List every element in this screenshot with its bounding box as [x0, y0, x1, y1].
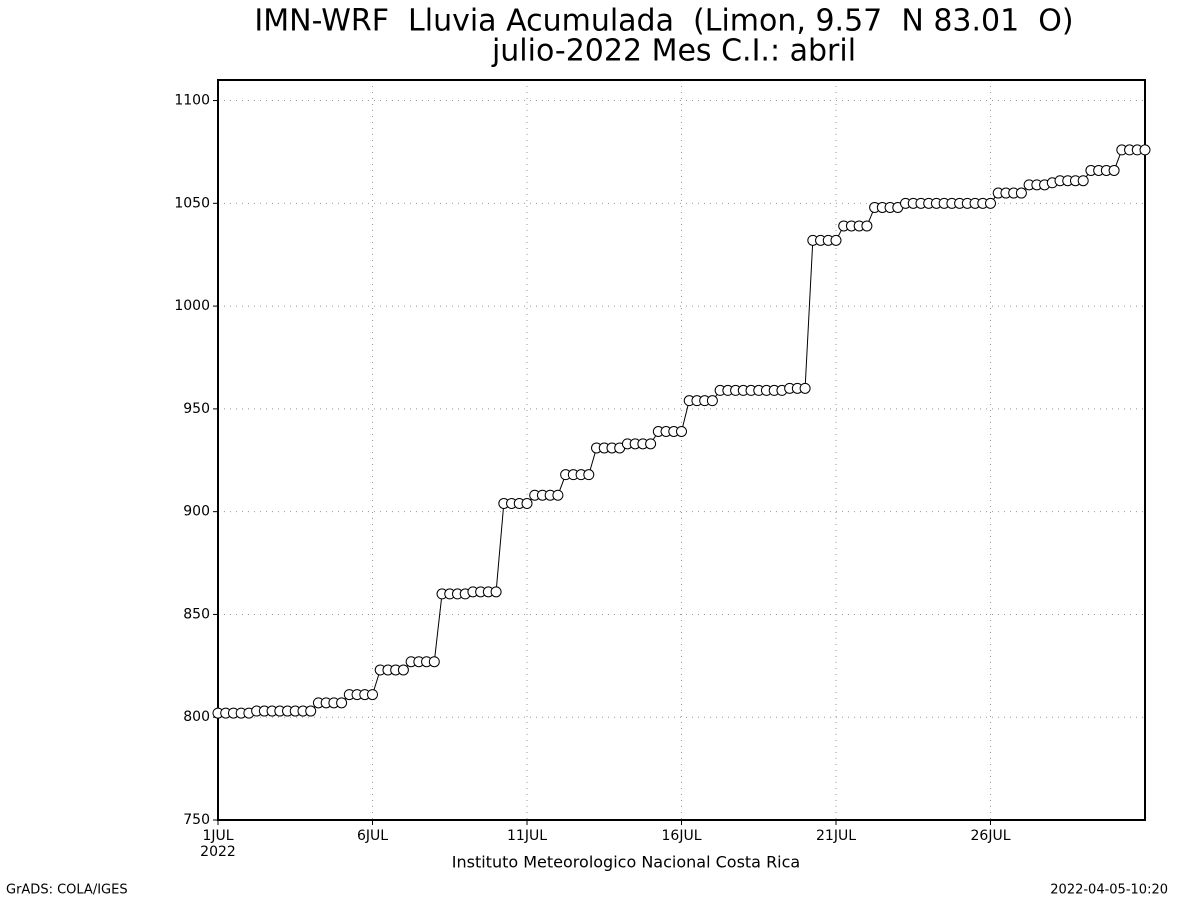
data-point [367, 689, 378, 701]
data-point [799, 382, 811, 394]
data-point [830, 234, 842, 246]
data-point [645, 438, 657, 450]
data-point [861, 220, 873, 232]
y-tick-label: 950 [183, 401, 210, 417]
data-point [428, 656, 440, 668]
data-point [676, 426, 687, 437]
chart-title: IMN-WRF Lluvia Acumulada (Limon, 9.57 N … [254, 4, 1073, 39]
data-point [1139, 144, 1151, 156]
x-tick-label: 6JUL [357, 828, 388, 844]
x-tick-label: 16JUL [662, 828, 702, 844]
x-tick-label: 11JUL [507, 828, 547, 844]
data-point [490, 586, 502, 598]
data-point [305, 705, 317, 717]
data-point [1015, 187, 1027, 199]
timestamp: 2022-04-05-10:20 [1050, 883, 1168, 898]
data-point [521, 497, 533, 509]
y-tick-label: 1000 [174, 298, 210, 314]
x-tick-label: 26JUL [971, 828, 1011, 844]
y-tick-label: 800 [183, 709, 210, 725]
data-point [1108, 164, 1120, 176]
x-tick-label: 1JUL [202, 828, 233, 844]
chart-subtitle: julio-2022 Mes C.I.: abril [491, 34, 856, 69]
y-tick-label: 850 [183, 606, 210, 622]
y-tick-label: 1050 [174, 195, 210, 211]
data-point [336, 697, 348, 709]
x-tick-label: 21JUL [816, 828, 856, 844]
data-point [583, 469, 595, 481]
data-point [985, 197, 996, 209]
plot-frame [217, 79, 1146, 821]
data-point [552, 489, 564, 501]
credit: GrADS: COLA/IGES [6, 883, 128, 898]
footer: Instituto Meteorologico Nacional Costa R… [452, 853, 800, 872]
x-year-label: 2022 [200, 844, 236, 860]
y-tick-label: 1100 [174, 93, 210, 109]
y-tick-label: 900 [183, 504, 210, 520]
y-tick-label: 750 [183, 812, 210, 828]
data-point [706, 395, 718, 407]
data-point [397, 664, 409, 676]
data-point [1077, 175, 1089, 187]
